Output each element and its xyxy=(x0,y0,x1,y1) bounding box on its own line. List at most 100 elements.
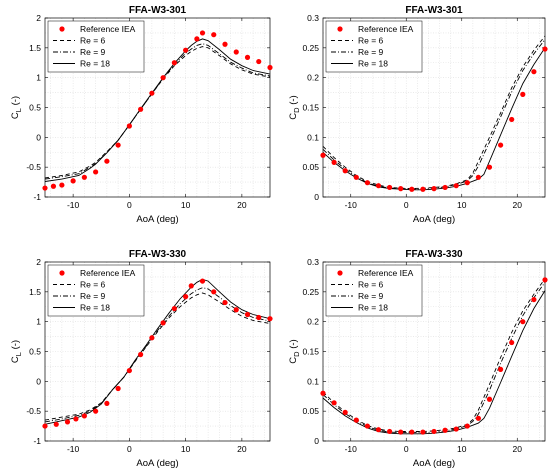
reference-point xyxy=(453,426,459,432)
reference-point xyxy=(233,307,239,313)
y-tick-label: 0.5 xyxy=(29,103,41,113)
reference-point xyxy=(104,158,110,164)
reference-point xyxy=(320,390,326,396)
grid xyxy=(323,18,545,197)
reference-point xyxy=(542,277,548,283)
x-tick-label: -10 xyxy=(67,444,80,454)
reference-point xyxy=(353,417,359,423)
y-tick-label: 0.1 xyxy=(307,132,319,142)
x-tick-label: 0 xyxy=(404,444,409,454)
series-line xyxy=(44,43,271,180)
reference-point xyxy=(420,429,426,435)
legend-label: Re = 9 xyxy=(80,291,106,301)
reference-point xyxy=(409,186,415,192)
x-tick-label: 10 xyxy=(457,444,467,454)
legend-label: Reference IEA xyxy=(358,268,414,278)
y-tick-label: -1 xyxy=(33,192,41,202)
y-tick-label: 2 xyxy=(36,13,41,23)
y-tick-label: 2 xyxy=(36,257,41,267)
reference-point xyxy=(453,183,459,189)
legend-label: Re = 9 xyxy=(358,291,384,301)
reference-point xyxy=(498,142,504,148)
reference-point xyxy=(115,385,121,392)
x-axis-label: AoA (deg) xyxy=(413,458,455,469)
x-tick-label: 10 xyxy=(181,200,191,210)
legend: Reference IEA Re = 6Re = 9 Re = 18 xyxy=(325,264,423,317)
reference-point xyxy=(50,183,57,189)
y-tick-label: 0 xyxy=(36,376,41,386)
reference-point xyxy=(222,41,228,47)
reference-point xyxy=(73,416,79,422)
y-tick-label: 0 xyxy=(314,436,319,446)
reference-point xyxy=(531,69,537,75)
legend-label: Re = 9 xyxy=(80,47,106,57)
reference-point xyxy=(81,413,87,419)
reference-point xyxy=(244,54,251,60)
reference-point xyxy=(420,186,426,192)
series-line xyxy=(322,35,546,190)
reference-point xyxy=(70,178,76,184)
x-axis-label: AoA (deg) xyxy=(136,214,178,225)
y-tick-label: 1.5 xyxy=(29,287,41,297)
y-tick-label: 0.1 xyxy=(307,376,319,386)
reference-point xyxy=(331,159,337,165)
reference-point xyxy=(244,311,251,318)
x-tick-label: 20 xyxy=(513,444,523,454)
legend-label: Re = 6 xyxy=(80,280,106,290)
reference-point xyxy=(464,180,470,186)
reference-point xyxy=(267,316,273,322)
y-axis-label: CL (-) xyxy=(10,340,23,363)
reference-point xyxy=(81,174,87,180)
legend-marker xyxy=(337,26,343,32)
reference-point xyxy=(183,294,189,300)
legend: Reference IEA Re = 6Re = 9 Re = 18 xyxy=(47,20,145,73)
series-line xyxy=(322,282,546,434)
x-tick-label: 0 xyxy=(127,444,132,454)
reference-point xyxy=(442,427,448,433)
series-line xyxy=(322,290,546,435)
y-tick-label: 1 xyxy=(36,317,41,327)
reference-point xyxy=(331,400,337,406)
reference-point xyxy=(364,180,370,186)
reference-point xyxy=(353,174,359,180)
legend: Reference IEA Re = 6Re = 9 Re = 18 xyxy=(325,20,423,73)
legend-label: Re = 18 xyxy=(358,59,388,69)
reference-point xyxy=(342,409,348,415)
reference-point xyxy=(542,46,548,52)
reference-point xyxy=(211,289,217,295)
reference-point xyxy=(233,49,239,55)
series-line xyxy=(44,292,271,421)
y-tick-label: 0.3 xyxy=(307,257,319,267)
legend-marker xyxy=(59,26,65,32)
y-tick-label: -0.5 xyxy=(26,406,41,416)
y-tick-label: 0.15 xyxy=(302,347,319,357)
reference-point xyxy=(126,367,132,374)
y-tick-label: 0.15 xyxy=(302,103,319,113)
reference-point xyxy=(149,335,155,341)
legend: Reference IEA Re = 6Re = 9 Re = 18 xyxy=(47,264,145,317)
x-tick-label: -10 xyxy=(345,444,358,454)
chart-title: FFA-W3-330 xyxy=(405,249,463,260)
reference-point xyxy=(520,91,526,97)
reference-point xyxy=(149,90,155,96)
reference-point xyxy=(498,366,504,372)
reference-point xyxy=(375,183,382,189)
x-tick-label: 20 xyxy=(237,200,247,210)
reference-point xyxy=(211,32,217,38)
legend-label: Re = 18 xyxy=(80,303,110,313)
series-line xyxy=(44,46,271,179)
reference-point xyxy=(486,396,493,402)
reference-point xyxy=(320,152,326,158)
reference-point xyxy=(398,429,404,435)
y-tick-label: 0.25 xyxy=(302,287,319,297)
reference-point xyxy=(194,36,200,42)
chart-title: FFA-W3-301 xyxy=(405,5,463,16)
reference-point xyxy=(188,283,194,289)
y-tick-label: 0 xyxy=(314,192,319,202)
legend-label: Re = 6 xyxy=(80,36,106,46)
y-axis-label: CD (-) xyxy=(288,339,301,363)
x-axis-label: AoA (deg) xyxy=(136,458,178,469)
legend-label: Reference IEA xyxy=(358,24,414,34)
reference-point xyxy=(256,314,262,321)
reference-point xyxy=(267,64,273,71)
